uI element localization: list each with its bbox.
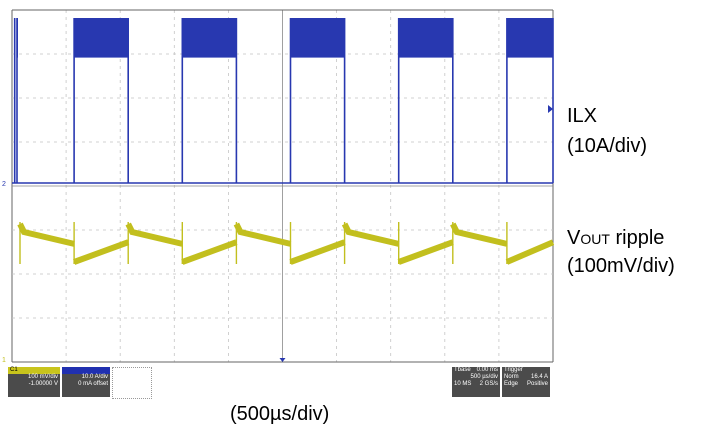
timebase-caption: (500µs/div) [230, 403, 330, 425]
ch2-status-box: 10.0 A/div 0 mA offset [62, 367, 110, 397]
ilx-pulse [506, 18, 553, 58]
timebase-status-box: Tbase 0.00 ms 500 µs/div 10 MS 2 GS/s [452, 367, 500, 397]
ilx-ground-marker: 2 [2, 181, 6, 188]
tbase-label: Tbase [454, 367, 471, 373]
vout-ripple-word: ripple [609, 227, 665, 249]
tbase-ms: 10 MS [454, 381, 472, 387]
trigger-status-box: Trigger Norm 16.4 A Edge Positive [502, 367, 550, 397]
vout-subscript: OUT [580, 231, 610, 247]
ch1-status-box: C1 100 mV/div -1.00000 V [8, 367, 60, 397]
tbase-rate: 2 GS/s [479, 381, 498, 387]
ilx-scale-label: (10A/div) [567, 135, 648, 157]
vout-ripple-band [17, 222, 555, 265]
trigger-mode: Norm [504, 374, 519, 380]
vout-v: V [567, 227, 581, 249]
trigger-row3: Edge Positive [502, 381, 550, 388]
vout-name-label: VOUT ripple [567, 226, 664, 251]
ilx-pulse [182, 18, 237, 58]
ch1-header: C1 [8, 367, 60, 374]
ch2-scale: 10.0 A/div [81, 374, 108, 380]
ilx-pulse [398, 18, 453, 58]
empty-status-box [112, 367, 152, 399]
tbase-row1: Tbase 0.00 ms [452, 367, 500, 374]
channel-markers: 21 [2, 105, 553, 364]
ilx-pulse [74, 18, 129, 58]
ch1-scale: 100 mV/div [27, 374, 58, 380]
trigger-slope: Positive [526, 381, 548, 387]
ilx-pulse [17, 18, 18, 58]
ch2-offset: 0 mA offset [78, 381, 108, 387]
tbase-value: 0.00 ms [476, 367, 498, 373]
trigger-label: Trigger [504, 367, 523, 373]
trigger-level: 16.4 A [530, 374, 548, 380]
trigger-type: Edge [504, 381, 519, 387]
vout-transitions [19, 222, 508, 264]
ch1-offset: -1.00000 V [28, 381, 58, 387]
tbase-div: 500 µs/div [470, 374, 498, 380]
vout-scale-label: (100mV/div) [567, 255, 675, 277]
trigger-level-marker [548, 105, 553, 113]
ilx-name-label: ILX [567, 105, 598, 127]
trigger-time-marker [279, 358, 286, 362]
grid [11, 9, 554, 363]
tbase-row3: 10 MS 2 GS/s [452, 381, 500, 388]
ilx-trace [12, 18, 554, 184]
vout-trace [17, 222, 555, 265]
trigger-row2: Norm 16.4 A [502, 374, 550, 381]
ilx-pulse [290, 18, 345, 58]
vout-ground-marker: 1 [2, 357, 6, 364]
ch2-header [62, 367, 110, 374]
